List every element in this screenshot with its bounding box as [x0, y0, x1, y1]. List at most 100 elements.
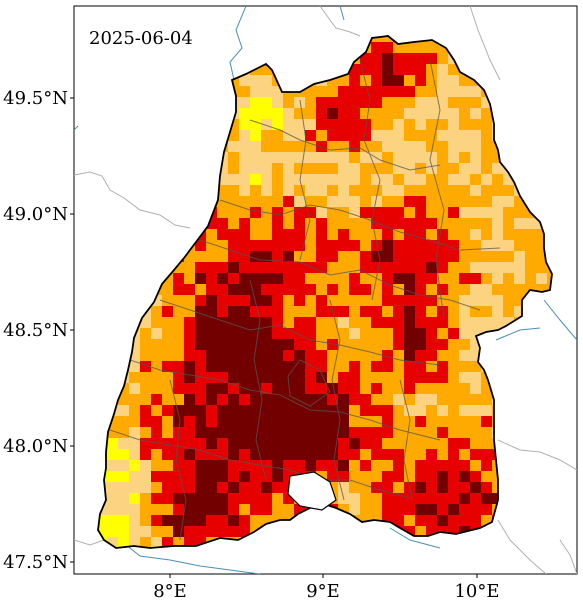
grid-cell — [459, 372, 471, 384]
grid-cell — [239, 427, 251, 439]
grid-cell — [338, 240, 350, 252]
grid-cell — [481, 262, 493, 274]
grid-cell — [294, 317, 306, 329]
grid-cell — [272, 306, 284, 318]
grid-cell — [371, 438, 383, 450]
grid-cell — [283, 141, 295, 153]
grid-cell — [481, 108, 493, 120]
grid-cell — [283, 504, 295, 516]
grid-cell — [426, 262, 438, 274]
grid-cell — [371, 207, 383, 219]
grid-cell — [426, 284, 438, 296]
grid-cell — [338, 306, 350, 318]
grid-cell — [382, 328, 394, 340]
grid-cell — [316, 119, 328, 131]
grid-cell — [338, 229, 350, 241]
grid-cell — [305, 196, 317, 208]
grid-cell — [437, 482, 449, 494]
grid-cell — [316, 416, 328, 428]
grid-cell — [448, 119, 460, 131]
grid-cell — [448, 449, 460, 461]
grid-cell — [470, 86, 482, 98]
grid-cell — [415, 372, 427, 384]
grid-cell — [140, 526, 152, 538]
grid-cell — [107, 493, 119, 505]
grid-cell — [404, 383, 416, 395]
grid-cell — [316, 372, 328, 384]
grid-cell — [239, 460, 251, 472]
grid-cell — [459, 218, 471, 230]
grid-cell — [162, 471, 174, 483]
grid-cell — [228, 185, 240, 197]
grid-cell — [415, 196, 427, 208]
grid-cell — [481, 251, 493, 263]
grid-cell — [140, 449, 152, 461]
grid-cell — [415, 515, 427, 527]
grid-cell — [162, 438, 174, 450]
grid-cell — [195, 515, 207, 527]
grid-cell — [448, 196, 460, 208]
grid-cell — [140, 482, 152, 494]
grid-cell — [415, 317, 427, 329]
grid-cell — [371, 504, 383, 516]
grid-cell — [305, 229, 317, 241]
grid-cell — [272, 229, 284, 241]
grid-cell — [206, 295, 218, 307]
grid-cell — [404, 284, 416, 296]
grid-cell — [162, 427, 174, 439]
grid-cell — [305, 372, 317, 384]
grid-cell — [316, 427, 328, 439]
grid-cell — [404, 504, 416, 516]
grid-cell — [338, 130, 350, 142]
grid-cell — [437, 350, 449, 362]
grid-cell — [459, 185, 471, 197]
grid-cell — [338, 196, 350, 208]
grid-cell — [415, 163, 427, 175]
grid-cell — [415, 482, 427, 494]
grid-cell — [404, 119, 416, 131]
grid-cell — [393, 218, 405, 230]
grid-cell — [118, 449, 130, 461]
grid-cell — [338, 438, 350, 450]
grid-cell — [349, 229, 361, 241]
grid-cell — [305, 163, 317, 175]
grid-cell — [338, 152, 350, 164]
grid-cell — [415, 295, 427, 307]
grid-cell — [536, 240, 548, 252]
grid-cell — [217, 295, 229, 307]
grid-cell — [228, 482, 240, 494]
grid-cell — [360, 460, 372, 472]
grid-cell — [360, 196, 372, 208]
grid-cell — [404, 207, 416, 219]
grid-cell — [316, 262, 328, 274]
grid-cell — [338, 108, 350, 120]
grid-cell — [415, 141, 427, 153]
grid-cell — [327, 449, 339, 461]
grid-cell — [415, 42, 427, 54]
grid-cell — [327, 350, 339, 362]
grid-cell — [195, 361, 207, 373]
grid-cell — [393, 295, 405, 307]
grid-cell — [470, 141, 482, 153]
grid-cell — [437, 339, 449, 351]
grid-cell — [250, 152, 262, 164]
grid-cell — [393, 438, 405, 450]
grid-cell — [294, 295, 306, 307]
grid-cell — [437, 449, 449, 461]
grid-cell — [195, 394, 207, 406]
grid-cell — [239, 482, 251, 494]
grid-cell — [305, 119, 317, 131]
grid-cell — [470, 97, 482, 109]
grid-cell — [459, 284, 471, 296]
grid-cell — [470, 218, 482, 230]
grid-cell — [382, 449, 394, 461]
grid-cell — [404, 493, 416, 505]
grid-cell — [426, 207, 438, 219]
grid-cell — [272, 284, 284, 296]
grid-cell — [426, 53, 438, 65]
grid-cell — [250, 251, 262, 263]
grid-cell — [228, 119, 240, 131]
grid-cell — [437, 394, 449, 406]
grid-cell — [382, 317, 394, 329]
grid-cell — [393, 185, 405, 197]
